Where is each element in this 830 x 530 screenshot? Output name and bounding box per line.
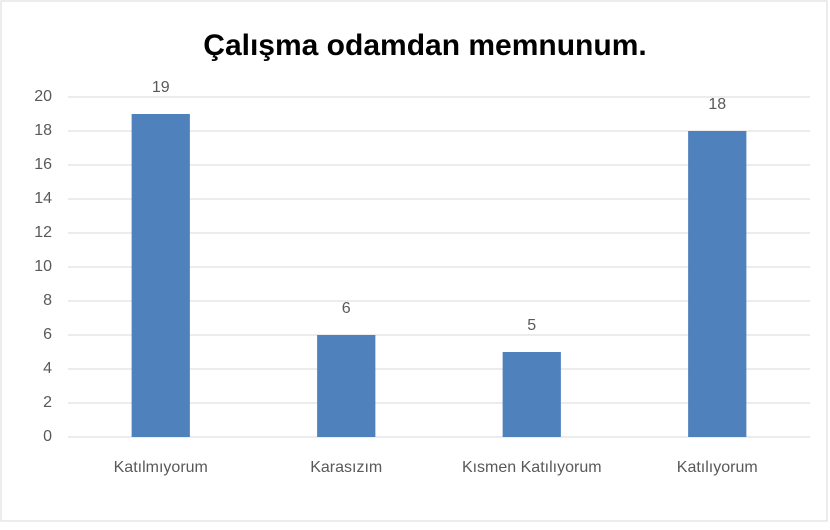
bar	[317, 335, 376, 437]
y-tick-label: 2	[43, 394, 52, 411]
bar	[131, 114, 190, 437]
bar	[688, 131, 747, 437]
x-tick-label: Karasızım	[310, 459, 382, 476]
data-label: 5	[527, 317, 536, 334]
y-tick-label: 6	[43, 326, 52, 343]
chart-title: Çalışma odamdan memnunum.	[203, 29, 646, 62]
y-tick-label: 16	[34, 156, 52, 173]
y-tick-label: 20	[34, 88, 52, 105]
y-tick-label: 10	[34, 258, 52, 275]
data-label: 18	[708, 96, 726, 113]
y-tick-label: 18	[34, 122, 52, 139]
data-label: 19	[152, 79, 170, 96]
x-tick-label: Katılmıyorum	[114, 459, 208, 476]
data-label: 6	[342, 300, 351, 317]
bar	[502, 352, 561, 437]
y-tick-label: 4	[43, 360, 52, 377]
y-tick-label: 0	[43, 428, 52, 445]
x-tick-label: Katılıyorum	[677, 459, 758, 476]
x-tick-label: Kısmen Katılıyorum	[462, 459, 602, 476]
y-tick-label: 14	[34, 190, 52, 207]
y-tick-label: 8	[43, 292, 52, 309]
y-tick-label: 12	[34, 224, 52, 241]
